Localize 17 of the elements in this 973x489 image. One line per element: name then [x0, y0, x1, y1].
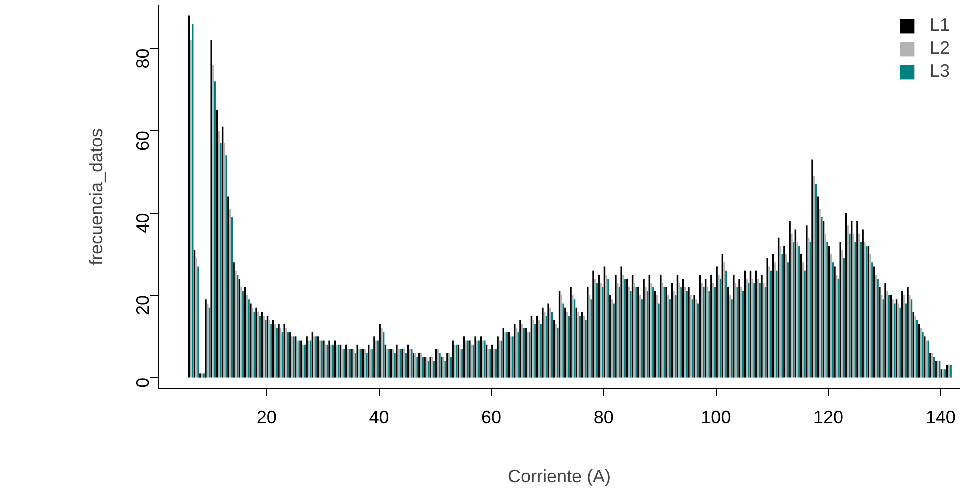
- y-tick-label: 40: [133, 213, 153, 234]
- y-tick-label: 0: [133, 378, 153, 388]
- x-tick-label: 80: [594, 408, 614, 428]
- y-tick-label: 20: [133, 296, 153, 316]
- legend-label: L3: [930, 61, 950, 82]
- legend-label: L2: [930, 38, 950, 59]
- x-axis-title: Corriente (A): [508, 466, 612, 486]
- y-axis-title: frecuencia_datos: [86, 128, 106, 266]
- x-tick-label: 140: [926, 408, 956, 428]
- y-tick-label: 60: [133, 130, 153, 151]
- x-tick-label: 40: [369, 408, 390, 428]
- legend-label: L1: [930, 15, 950, 36]
- x-tick-label: 120: [814, 408, 844, 428]
- x-tick-label: 100: [701, 408, 732, 428]
- x-tick-label: 20: [256, 408, 277, 428]
- y-tick-label: 80: [133, 48, 153, 69]
- x-tick-label: 60: [482, 408, 502, 428]
